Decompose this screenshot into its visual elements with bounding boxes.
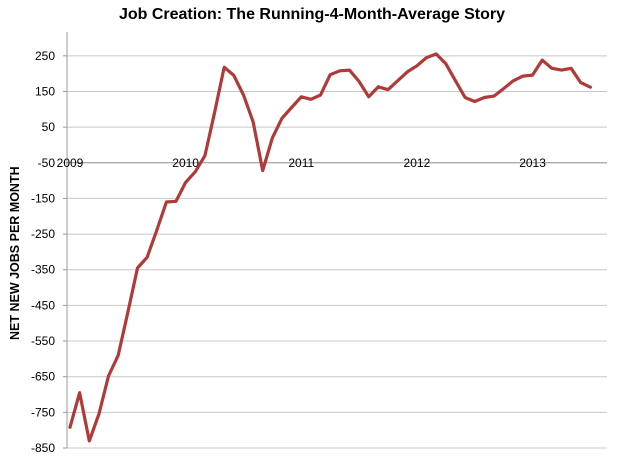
- y-tick-label: -250: [31, 227, 55, 241]
- y-tick-labels: 250 150 50 -50 -150 -250 -350 -450 -550 -650 -750 -…: [31, 49, 55, 455]
- x-tick-labels: 2009 2010 2011 2012 2013: [57, 156, 547, 170]
- y-tick-label: -550: [31, 334, 55, 348]
- x-tick-label: 2011: [288, 156, 314, 170]
- y-tick-label: -850: [31, 441, 55, 455]
- y-tick-label: -50: [38, 156, 56, 170]
- y-tick-label: 250: [35, 49, 55, 63]
- x-tick-label: 2012: [404, 156, 431, 170]
- series-line: [68, 52, 593, 443]
- series-lines: [68, 52, 593, 443]
- x-tick-label: 2009: [57, 156, 84, 170]
- y-tick-label: -350: [31, 263, 55, 277]
- x-tick-label: 2013: [519, 156, 546, 170]
- y-tick-label: -150: [31, 191, 55, 205]
- axes: [63, 32, 607, 449]
- chart-title: Job Creation: The Running-4-Month-Averag…: [118, 6, 506, 23]
- y-tick-label: 150: [35, 84, 55, 98]
- y-tick-label: -750: [31, 405, 55, 419]
- y-tick-label: 50: [42, 120, 56, 134]
- y-tick-label: -450: [31, 298, 55, 312]
- y-tick-label: -650: [31, 370, 55, 384]
- x-tick-label: 2010: [172, 156, 199, 170]
